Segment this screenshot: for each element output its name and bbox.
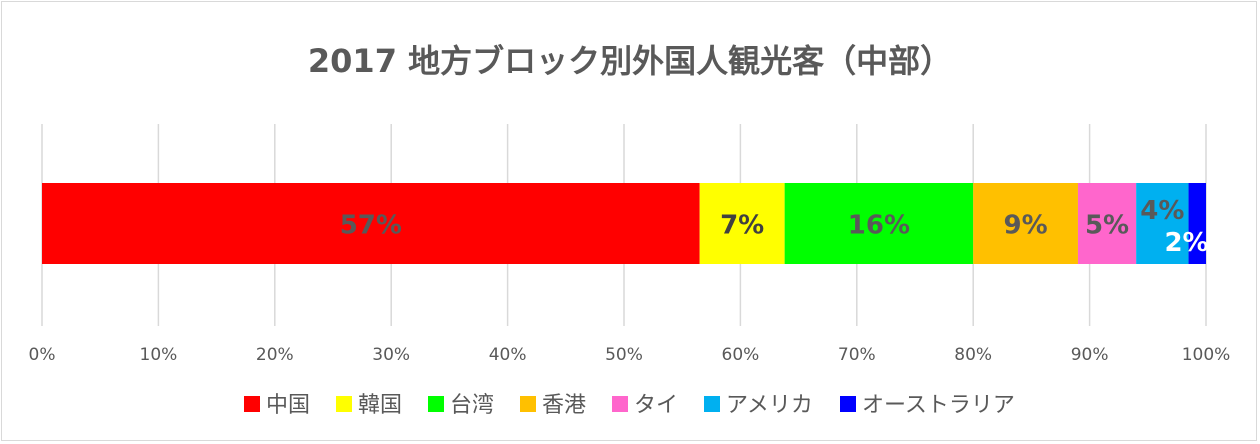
data-labels: 57% 7% 16% 9% 5% 4%2% xyxy=(340,196,1209,258)
bar-segment xyxy=(699,183,785,264)
legend-swatch xyxy=(336,396,352,412)
legend-label: 韓国 xyxy=(358,393,402,418)
bar-segments xyxy=(42,183,1206,264)
data-label: 4% xyxy=(1140,196,1184,226)
bar-segment xyxy=(784,183,974,264)
data-label: 9% xyxy=(1004,211,1048,241)
legend-label: 中国 xyxy=(266,393,310,418)
legend-label: オーストラリア xyxy=(862,393,1015,418)
bar-segment xyxy=(42,183,700,264)
x-tick-label: 70% xyxy=(838,345,876,365)
data-label: 7% xyxy=(720,211,764,241)
legend-swatch xyxy=(520,396,536,412)
x-tick-label: 40% xyxy=(489,345,527,365)
data-label: 57% xyxy=(340,211,402,241)
x-tick-label: 90% xyxy=(1071,345,1109,365)
legend-label: 台湾 xyxy=(450,393,494,418)
data-label: 5% xyxy=(1085,211,1129,241)
x-tick-label: 100% xyxy=(1182,345,1231,365)
x-tick-label: 80% xyxy=(954,345,992,365)
x-axis-ticks: 0% 10% 20% 30% 40% 50% 60% 70% 80% 90% 100% xyxy=(29,345,1231,365)
data-label: 2% xyxy=(1164,228,1208,258)
x-tick-label: 50% xyxy=(605,345,643,365)
x-tick-label: 30% xyxy=(372,345,410,365)
x-tick-label: 20% xyxy=(256,345,294,365)
bar-segment xyxy=(1188,183,1206,264)
bar-segment xyxy=(1077,183,1137,264)
chart-title: 2017 地方ブロック別外国人観光客（中部） xyxy=(308,42,952,80)
legend-swatch xyxy=(840,396,856,412)
x-tick-label: 10% xyxy=(140,345,178,365)
bar-segment xyxy=(1136,183,1189,264)
legend-label: タイ xyxy=(634,393,678,418)
legend-swatch xyxy=(244,396,260,412)
x-tick-label: 60% xyxy=(722,345,760,365)
legend-label: アメリカ xyxy=(726,393,813,418)
data-label: 16% xyxy=(848,211,910,241)
bar-segment xyxy=(973,183,1078,264)
legend-swatch xyxy=(704,396,720,412)
x-tick-label: 0% xyxy=(29,345,56,365)
legend-label: 香港 xyxy=(542,393,586,418)
legend-swatch xyxy=(612,396,628,412)
legend: 中国 韓国 台湾 香港 タイ アメリカ オーストラリア xyxy=(244,393,1015,418)
legend-swatch xyxy=(428,396,444,412)
